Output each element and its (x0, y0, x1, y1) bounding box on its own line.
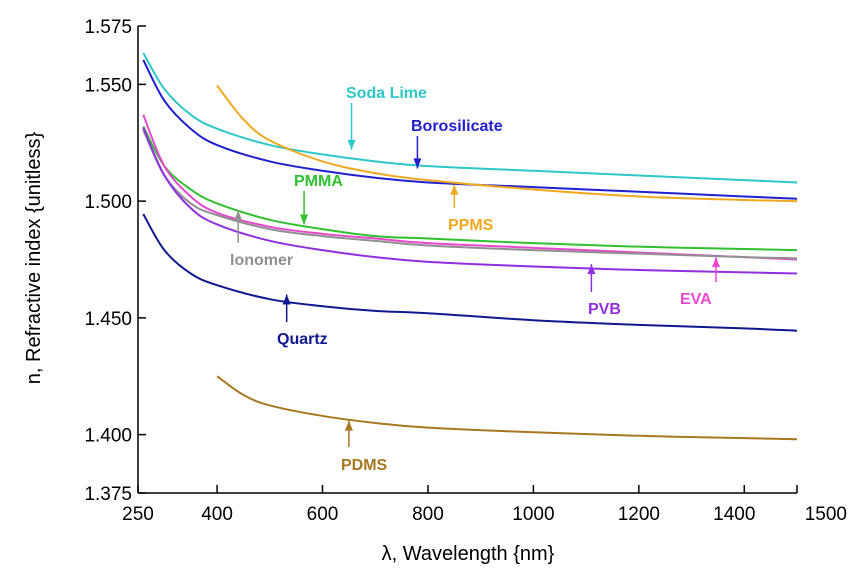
annotation-arrowhead-eva (712, 257, 720, 268)
x-tick-label: 250 (122, 504, 154, 525)
y-axis-title: n, Refractive index {unitless} (23, 132, 45, 385)
y-tick-label: 1.500 (84, 192, 132, 213)
series-label-ionomer: Ionomer (230, 252, 293, 269)
series-line-pvb (142, 127, 798, 275)
annotation-arrowhead-soda-lime (347, 139, 356, 150)
x-tick-label: 1500 (805, 504, 847, 525)
annotation-arrowhead-ionomer (234, 210, 243, 221)
series-line-ppms (216, 84, 798, 203)
series-group (142, 52, 798, 441)
series-line-pmma (142, 125, 798, 252)
x-tick-label: 1400 (713, 504, 755, 525)
y-tick-label: 1.375 (84, 484, 132, 505)
y-tick-label: 1.575 (84, 17, 132, 38)
annotation-arrowhead-pmma (300, 214, 309, 225)
x-axis-ticks: 250 400 600 800 1000 1200 1400 1500 (122, 485, 847, 525)
series-label-group: Soda Lime Borosilicate PPMS PMMA EVA Ionomer P… (230, 85, 720, 474)
annotation-arrowhead-pdms (344, 420, 353, 431)
x-tick-label: 800 (412, 504, 444, 525)
series-line-soda-lime (142, 52, 798, 184)
y-axis-ticks: 1.375 1.400 1.450 1.500 1.550 1.575 (84, 17, 146, 505)
y-tick-label: 1.550 (84, 75, 132, 96)
series-line-borosilicate (142, 59, 798, 200)
annotation-arrowhead-pvb (587, 264, 596, 275)
annotation-arrowhead-borosilicate (413, 158, 422, 169)
plot-frame (137, 26, 797, 494)
y-tick-label: 1.450 (84, 309, 132, 330)
series-line-quartz (142, 213, 798, 332)
series-label-ppms: PPMS (448, 217, 494, 234)
series-label-pmma: PMMA (294, 173, 343, 190)
y-tick-label: 1.400 (84, 426, 132, 447)
series-label-pvb: PVB (588, 301, 621, 318)
series-label-borosilicate: Borosilicate (411, 118, 503, 135)
series-label-eva: EVA (680, 291, 712, 308)
x-tick-label: 1000 (512, 504, 554, 525)
annotation-arrowhead-ppms (450, 184, 459, 195)
series-label-pdms: PDMS (341, 457, 388, 474)
series-line-pdms (216, 375, 798, 441)
x-tick-label: 600 (307, 504, 339, 525)
x-tick-label: 1200 (618, 504, 660, 525)
series-line-ionomer (142, 129, 798, 260)
series-label-soda-lime: Soda Lime (346, 85, 427, 102)
annotation-arrowhead-quartz (282, 294, 291, 305)
x-axis-title: λ, Wavelength {nm} (382, 543, 555, 565)
x-tick-label: 400 (201, 504, 233, 525)
series-label-quartz: Quartz (277, 331, 328, 348)
